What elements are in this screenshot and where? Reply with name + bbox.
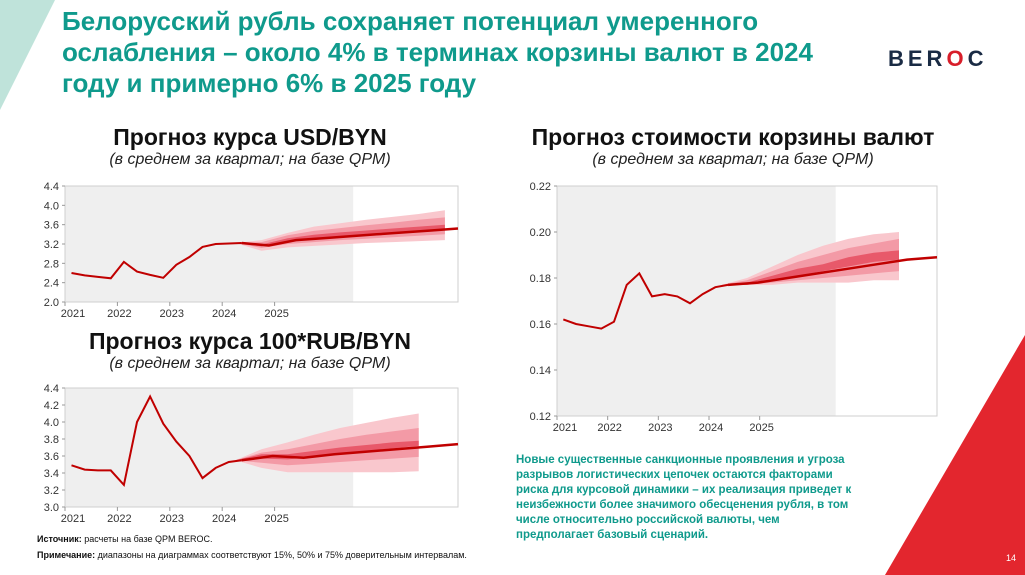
y-tick-label: 0.22: [530, 181, 551, 193]
forecast-line: [727, 256, 938, 287]
corner-decoration-top-left: [0, 0, 55, 110]
slide-title: Белорусский рубль сохраняет потенциал ум…: [62, 6, 813, 98]
chart-rub-byn: 3.0 3.2 3.4 3.6 3.8 4.0 4.2 4.4 2021 2022 2023 2024…: [44, 383, 459, 525]
y-tick-label: 2.0: [44, 297, 59, 309]
x-tick-label: 2023: [160, 308, 184, 320]
x-tick-label: 2022: [107, 308, 131, 320]
y-tick-label: 4.2: [44, 400, 59, 412]
source-label: Источник:: [37, 534, 82, 544]
history-line: [71, 242, 242, 280]
y-tick-label: 3.0: [44, 502, 59, 514]
chart-usd-title: Прогноз курса USD/BYN: [113, 124, 387, 150]
x-tick-label: 2022: [107, 513, 131, 525]
history-line: [71, 394, 242, 488]
y-tick-label: 2.8: [44, 258, 59, 270]
chart-usd-byn: 2.0 2.4 2.8 3.2 3.6 4.0 4.4 2021 2022 2023 2024 202…: [44, 181, 459, 320]
y-tick-label: 0.12: [530, 411, 551, 423]
x-tick-label: 2021: [61, 513, 85, 525]
y-tick-label: 0.18: [530, 273, 551, 285]
confidence-band-15pct: [721, 250, 899, 285]
forecast-line: [241, 442, 459, 462]
y-tick-label: 0.16: [530, 319, 551, 331]
plot-frame: [64, 387, 459, 508]
x-tick-label: 2024: [212, 513, 236, 525]
chart-currency-basket: 0.12 0.14 0.16 0.18 0.20 0.22 2021 2022 2023 2024…: [530, 181, 938, 434]
chart-usd-subtitle: (в среднем за квартал; на базе QPM): [109, 151, 391, 168]
y-tick-label: 4.0: [44, 200, 59, 212]
remark-text: диапазоны на диаграммах соответствуют 15…: [95, 550, 467, 560]
y-tick-label: 3.6: [44, 451, 59, 463]
logo-o-icon: O: [946, 46, 968, 71]
y-tick-label: 2.4: [44, 278, 59, 290]
confidence-band-50pct: [721, 238, 899, 285]
x-tick-label: 2024: [212, 308, 236, 320]
beroc-logo: BEROC: [888, 46, 987, 72]
logo-text-prefix: BER: [888, 46, 947, 71]
corner-decoration-bottom-right: [885, 335, 1025, 575]
y-tick-label: 4.4: [44, 181, 59, 193]
x-tick-label: 2021: [553, 422, 577, 434]
logo-text-suffix: C: [967, 46, 988, 71]
x-tick-label: 2025: [264, 513, 288, 525]
plot-frame: [556, 185, 938, 417]
history-background: [557, 186, 836, 416]
source-note: Источник: расчеты на базе QPM BEROC.: [37, 534, 213, 544]
chart-basket-title: Прогноз стоимости корзины валют: [531, 124, 935, 150]
page-number: 14: [1005, 553, 1016, 563]
history-line: [562, 271, 729, 330]
x-tick-label: 2023: [648, 422, 672, 434]
x-tick-label: 2025: [264, 308, 288, 320]
y-tick-label: 3.8: [44, 434, 59, 446]
chart-basket-subtitle: (в среднем за квартал; на базе QPM): [592, 151, 874, 168]
x-tick-label: 2023: [160, 513, 184, 525]
chart-rub-title: Прогноз курса 100*RUB/BYN: [88, 328, 412, 354]
forecast-line: [241, 227, 459, 247]
x-tick-label: 2024: [699, 422, 723, 434]
source-text: расчеты на базе QPM BEROC.: [81, 534, 213, 544]
x-tick-label: 2022: [597, 422, 621, 434]
commentary-text: Новые существенные санкционные проявлени…: [516, 454, 852, 541]
y-tick-label: 4.0: [44, 417, 59, 429]
x-tick-label: 2025: [749, 422, 773, 434]
remark-label: Примечание:: [37, 550, 96, 560]
y-tick-label: 3.2: [44, 485, 59, 497]
y-tick-label: 3.6: [44, 220, 59, 232]
remark-note: Примечание: диапазоны на диаграммах соот…: [37, 550, 467, 560]
x-tick-label: 2021: [61, 308, 85, 320]
y-tick-label: 3.2: [44, 239, 59, 251]
chart-rub-subtitle: (в среднем за квартал; на базе QPM): [109, 355, 391, 372]
y-tick-label: 0.14: [530, 365, 551, 377]
y-tick-label: 0.20: [530, 227, 551, 239]
y-tick-label: 4.4: [44, 383, 59, 395]
y-tick-label: 3.4: [44, 468, 59, 480]
